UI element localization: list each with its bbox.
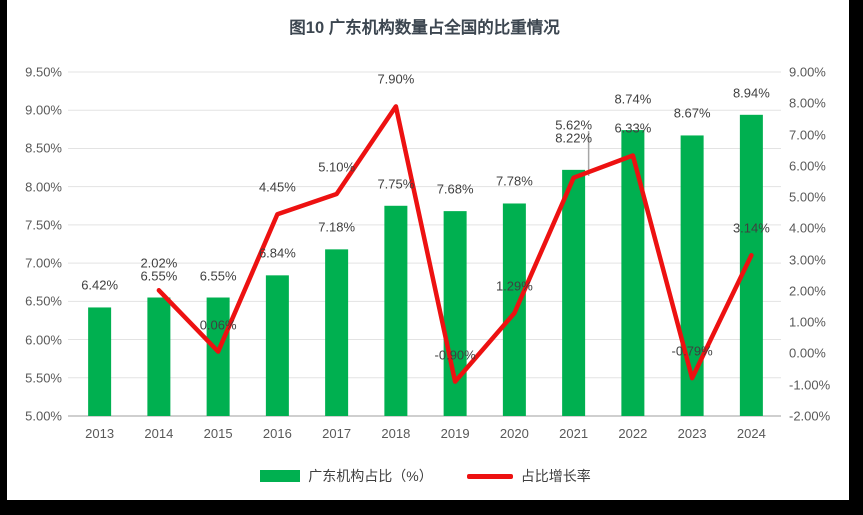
right-axis-tick: 2.00% — [789, 283, 826, 299]
left-axis-tick: 7.00% — [25, 255, 62, 271]
left-axis-tick: 8.00% — [25, 179, 62, 195]
x-axis-tick: 2021 — [559, 426, 589, 441]
line-series-swatch — [466, 473, 513, 479]
bar-data-label: 8.94% — [732, 85, 770, 101]
line-data-label: 6.33% — [614, 120, 652, 136]
line-data-label: 1.29% — [495, 278, 533, 294]
left-axis-tick: 6.50% — [25, 293, 62, 309]
bar-data-label: 7.18% — [318, 219, 356, 235]
x-axis-tick: 2014 — [144, 426, 174, 441]
screenshot-left-border — [0, 0, 7, 515]
line-data-label: 2.02% — [140, 255, 178, 271]
bar-data-label: 7.75% — [377, 176, 415, 192]
legend-bar-label: 广东机构占比（%） — [308, 468, 433, 484]
bar-data-label: 7.78% — [495, 173, 533, 189]
screenshot-right-border — [849, 0, 863, 515]
screenshot-bottom-border — [0, 500, 863, 515]
x-axis-tick: 2018 — [381, 426, 411, 441]
right-axis-tick: -1.00% — [789, 377, 831, 393]
legend-gap — [441, 476, 459, 477]
right-axis-tick: 7.00% — [789, 127, 826, 143]
left-axis-tick: 9.50% — [25, 64, 62, 80]
bar — [325, 249, 349, 416]
x-axis-tick: 2020 — [499, 426, 529, 441]
bar-data-label: 6.42% — [81, 277, 119, 293]
bar — [680, 135, 704, 416]
bar — [88, 307, 112, 416]
bar — [562, 169, 586, 416]
x-axis-tick: 2013 — [85, 426, 115, 441]
x-axis-tick: 2022 — [618, 426, 648, 441]
bar-data-label: 6.55% — [140, 268, 178, 283]
bar — [739, 114, 763, 416]
x-axis-tick: 2017 — [322, 426, 352, 441]
right-axis-tick: 5.00% — [789, 189, 826, 205]
bar-data-label: 8.67% — [673, 105, 711, 121]
x-axis-tick: 2016 — [262, 426, 292, 441]
right-axis-tick: 8.00% — [789, 95, 826, 111]
x-axis-tick: 2015 — [203, 426, 233, 441]
bar — [265, 275, 289, 416]
x-axis-tick: 2024 — [736, 426, 766, 441]
bar — [443, 211, 467, 416]
right-axis-tick: 3.00% — [789, 252, 826, 268]
line-data-label: 3.14% — [732, 220, 770, 236]
bar-data-label: 6.55% — [199, 268, 237, 283]
bar — [621, 130, 645, 416]
right-axis-tick: 9.00% — [789, 64, 826, 80]
right-axis-tick: 6.00% — [789, 158, 826, 174]
line-data-label: 5.62% — [555, 117, 593, 133]
chart-title: 图10 广东机构数量占全国的比重情况 — [289, 19, 560, 37]
bar — [147, 297, 171, 416]
legend-line-label: 占比增长率 — [520, 468, 591, 484]
right-axis-tick: 1.00% — [789, 314, 826, 330]
bar — [384, 205, 408, 416]
bar-series-swatch — [260, 470, 301, 482]
x-axis-tick: 2023 — [677, 426, 707, 441]
line-data-label: -0.90% — [434, 347, 476, 363]
line-data-label: 5.10% — [318, 159, 356, 175]
line-data-label: -0.79% — [671, 343, 713, 359]
right-axis-tick: 4.00% — [789, 220, 826, 236]
line-data-label: 0.06% — [199, 317, 237, 333]
right-axis-tick: -2.00% — [789, 408, 831, 424]
left-axis-tick: 9.00% — [25, 102, 62, 118]
left-axis-tick: 5.50% — [25, 370, 62, 386]
growth-rate-line — [156, 104, 754, 384]
left-axis-tick: 5.00% — [25, 408, 62, 424]
line-data-label: 7.90% — [377, 71, 415, 87]
left-axis-tick: 6.00% — [25, 332, 62, 348]
bar-data-label: 7.68% — [436, 181, 474, 197]
line-data-label: 4.45% — [258, 179, 296, 195]
bar — [206, 297, 230, 416]
left-axis-tick: 8.50% — [25, 140, 62, 156]
right-axis-tick: 0.00% — [789, 345, 826, 361]
left-axis-tick: 7.50% — [25, 217, 62, 233]
bar-data-label: 8.22% — [555, 130, 593, 146]
x-axis-tick: 2019 — [440, 426, 470, 441]
bar-data-label: 8.74% — [614, 91, 652, 107]
bar-data-label: 6.84% — [258, 245, 296, 261]
legend: 广东机构占比（%） 占比增长率 — [70, 464, 781, 488]
